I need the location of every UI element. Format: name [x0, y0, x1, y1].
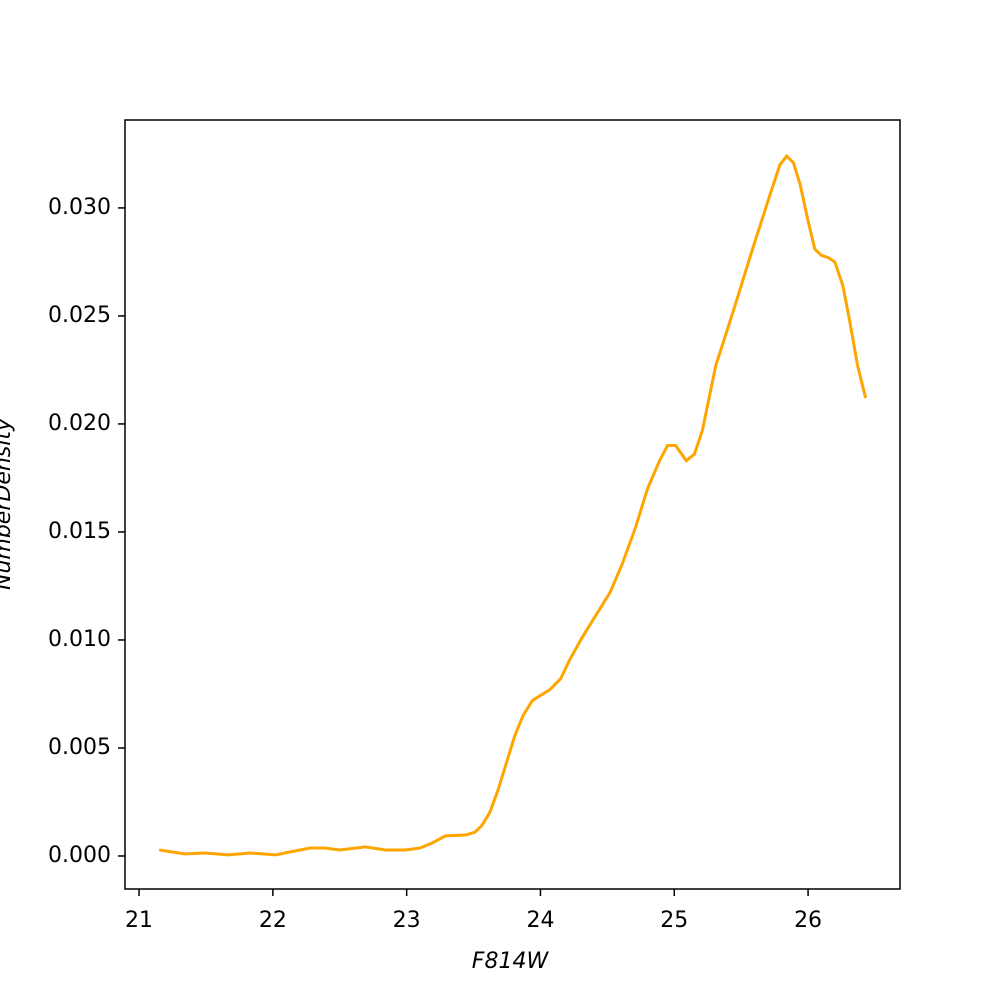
y-tick-label: 0.000: [48, 843, 111, 868]
x-axis-label: F814W: [472, 949, 550, 974]
y-tick-label: 0.025: [48, 303, 111, 328]
x-tick-label: 26: [794, 908, 822, 933]
y-tick-label: 0.010: [48, 627, 111, 652]
y-axis-label: NumberDensity: [0, 417, 16, 590]
y-tick-label: 0.015: [48, 519, 111, 544]
x-tick-label: 25: [660, 908, 688, 933]
x-tick-label: 23: [393, 908, 421, 933]
x-tick-label: 21: [125, 908, 153, 933]
x-tick-label: 24: [526, 908, 554, 933]
data-line: [158, 153, 868, 857]
y-tick-label: 0.020: [48, 411, 111, 436]
y-tick-label: 0.030: [48, 195, 111, 220]
plot-frame: [124, 119, 901, 890]
x-tick-label: 22: [259, 908, 287, 933]
y-tick-label: 0.005: [48, 735, 111, 760]
